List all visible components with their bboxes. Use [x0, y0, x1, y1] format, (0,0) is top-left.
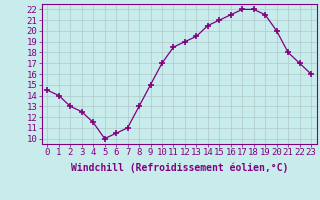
X-axis label: Windchill (Refroidissement éolien,°C): Windchill (Refroidissement éolien,°C) [70, 163, 288, 173]
